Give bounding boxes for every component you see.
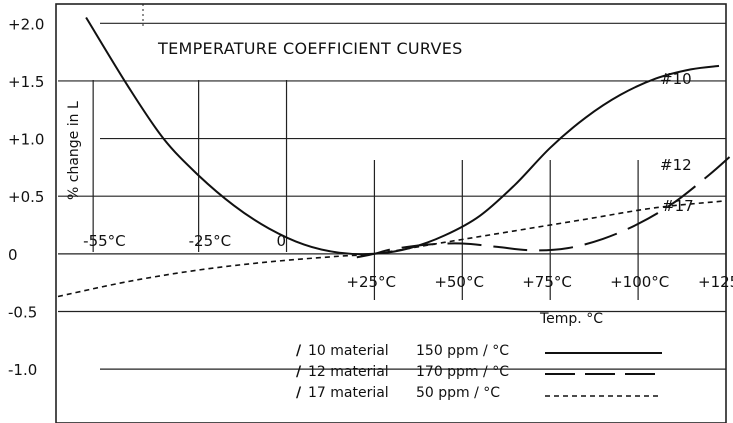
legend-coef-12: 170 ppm / °C — [416, 364, 509, 380]
legend-bullet-12: / — [296, 364, 302, 380]
legend-bullet-10: / — [296, 343, 302, 359]
curve-label-12: #12 — [660, 156, 692, 174]
x-tick-label: +75°C — [522, 273, 572, 291]
chart-frame — [55, 3, 727, 423]
legend-material-10: 10 material — [308, 343, 389, 359]
y-tick-label: 0 — [8, 246, 18, 264]
curve-label-17: #17 — [662, 197, 694, 215]
legend-bullet-17: / — [296, 385, 302, 401]
x-tick-label: 0 — [277, 232, 287, 250]
x-tick-label: +125°C — [698, 273, 733, 291]
y-tick-label: +1.5 — [8, 73, 44, 91]
chart-title: TEMPERATURE COEFFICIENT CURVES — [157, 39, 463, 58]
legend-material-17: 17 material — [308, 385, 389, 401]
series-line-17 — [57, 200, 727, 298]
x-tick-label: +50°C — [434, 273, 484, 291]
y-axis-label: % change in L — [66, 101, 82, 200]
x-tick-label: +25°C — [346, 273, 396, 291]
curve-label-10: #10 — [660, 70, 692, 88]
legend-material-12: 12 material — [308, 364, 389, 380]
x-tick-label: -55°C — [83, 232, 125, 250]
legend: / 10 material 150 ppm / °C / 12 material… — [296, 343, 662, 401]
x-tick-label: -25°C — [189, 232, 231, 250]
x-axis-label: Temp. °C — [539, 311, 603, 327]
y-tick-label: +1.0 — [8, 131, 44, 149]
y-tick-label: -1.0 — [8, 361, 37, 379]
y-tick-label: +0.5 — [8, 188, 44, 206]
series-line-12 — [356, 156, 731, 259]
x-tick-label: +100°C — [610, 273, 669, 291]
legend-coef-17: 50 ppm / °C — [416, 385, 500, 401]
legend-coef-10: 150 ppm / °C — [416, 343, 509, 359]
y-tick-label: +2.0 — [8, 15, 44, 33]
y-tick-label: -0.5 — [8, 303, 37, 321]
